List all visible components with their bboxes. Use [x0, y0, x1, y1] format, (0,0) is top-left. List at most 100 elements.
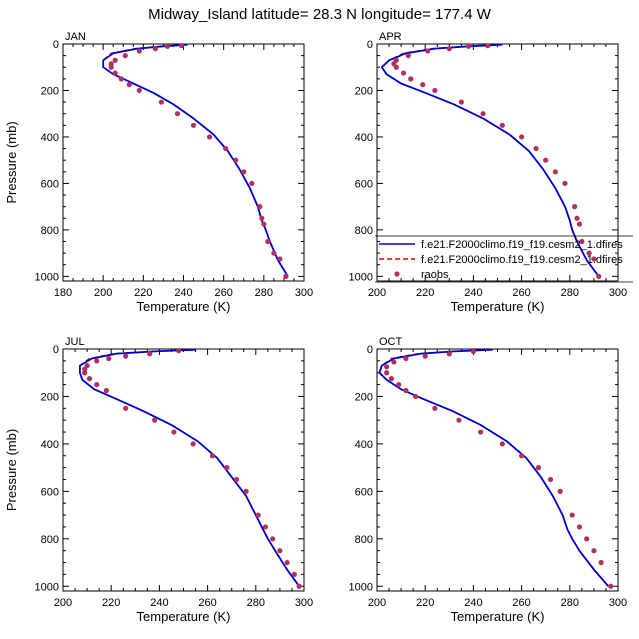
obs-point [270, 536, 276, 542]
x-tick-label: 220 [416, 287, 434, 299]
y-tick-label: 600 [355, 486, 373, 498]
y-tick-label: 0 [367, 39, 373, 51]
obs-point [158, 99, 165, 105]
legend-label: f.e21.F2000climo.f19_f19.cesm2_1.dfires [421, 239, 623, 251]
x-tick-label: 280 [247, 597, 265, 609]
panel-label: JUL [65, 336, 85, 348]
obs-point [178, 44, 185, 49]
obs-point [393, 64, 399, 70]
obs-point [391, 359, 397, 365]
obs-point [164, 44, 171, 49]
x-tick-label: 200 [368, 597, 386, 609]
obs-point [547, 476, 554, 483]
obs-point [277, 548, 283, 554]
obs-point [122, 53, 128, 59]
plot-area [378, 349, 614, 589]
obs-point [586, 250, 592, 256]
obs-point [432, 87, 438, 94]
x-tick-label: 260 [512, 597, 530, 609]
obs-point [396, 381, 402, 388]
obs-point [584, 536, 590, 542]
y-tick-label: 800 [355, 225, 373, 237]
obs-point [422, 353, 428, 359]
obs-point [108, 64, 114, 70]
obs-point [255, 512, 261, 518]
panels-group: 180 200 220 240 260 280 300 0 200 400 600 800 1000 JA… [4, 31, 627, 624]
obs-point [596, 273, 602, 279]
plot-area [79, 349, 302, 589]
obs-point [233, 476, 240, 483]
obs-point [598, 559, 604, 566]
obs-point [403, 387, 409, 394]
obs-point [562, 180, 568, 187]
obs-point [171, 429, 177, 435]
obs-point [243, 488, 249, 494]
obs-point [262, 524, 269, 530]
obs-point [384, 370, 390, 376]
x-tick-label: 280 [255, 287, 273, 299]
obs-point [277, 256, 283, 262]
y-axis-label: Pressure (mb) [4, 429, 19, 511]
y-tick-label: 600 [355, 178, 373, 190]
x-axis-label: Temperature (K) [451, 299, 545, 314]
obs-point [384, 364, 390, 370]
y-tick-label: 800 [41, 225, 59, 237]
obs-point [224, 465, 230, 471]
x-tick-label: 200 [54, 597, 72, 609]
obs-point [480, 111, 486, 117]
panel-label: APR [379, 31, 402, 43]
obs-point [233, 157, 239, 163]
obs-point [557, 488, 563, 494]
x-tick-label: 280 [561, 287, 579, 299]
x-tick-label: 220 [102, 597, 120, 609]
panel-jan: 180 200 220 240 260 280 300 0 200 400 600 800 1000 JA… [4, 31, 313, 314]
x-tick-label: 240 [464, 597, 482, 609]
obs-point [533, 145, 539, 152]
y-tick-label: 400 [355, 132, 373, 144]
obs-point [485, 44, 491, 49]
obs-point [574, 215, 580, 221]
y-tick-label: 0 [53, 39, 59, 51]
obs-point [103, 387, 109, 394]
obs-point [126, 82, 132, 88]
obs-point [446, 46, 452, 52]
obs-point [569, 512, 575, 518]
obs-point [576, 524, 583, 530]
obs-point [118, 76, 124, 82]
x-tick-label: 240 [174, 287, 192, 299]
y-tick-label: 1000 [349, 271, 373, 283]
obs-point [151, 417, 158, 423]
y-tick-label: 1000 [35, 581, 59, 593]
obs-point [265, 238, 271, 245]
x-tick-label: 300 [609, 287, 627, 299]
y-tick-label: 0 [53, 344, 59, 356]
y-tick-label: 1000 [35, 271, 59, 283]
x-tick-label: 220 [134, 287, 152, 299]
y-tick-label: 0 [367, 344, 373, 356]
obs-point [86, 376, 93, 382]
obs-point [478, 429, 484, 435]
y-tick-label: 600 [41, 486, 59, 498]
x-tick-label: 300 [609, 597, 627, 609]
obs-point [112, 70, 118, 76]
legend-marker [394, 271, 400, 277]
obs-point [579, 238, 585, 245]
obs-point [190, 122, 197, 128]
x-tick-label: 300 [295, 597, 313, 609]
obs-point [249, 180, 255, 187]
plot-area [380, 44, 602, 279]
obs-point [259, 215, 265, 221]
x-tick-label: 280 [561, 597, 579, 609]
obs-point [576, 221, 583, 227]
obs-point [94, 381, 100, 388]
obs-point [456, 417, 462, 423]
y-tick-label: 600 [41, 178, 59, 190]
x-tick-label: 180 [54, 287, 72, 299]
panel-label: OCT [379, 336, 403, 348]
y-tick-label: 400 [41, 439, 59, 451]
legend-label: raobs [421, 269, 449, 281]
obs-point [136, 87, 142, 94]
obs-point [241, 169, 247, 175]
obs-point [405, 53, 411, 59]
x-axis-label: Temperature (K) [137, 299, 231, 314]
